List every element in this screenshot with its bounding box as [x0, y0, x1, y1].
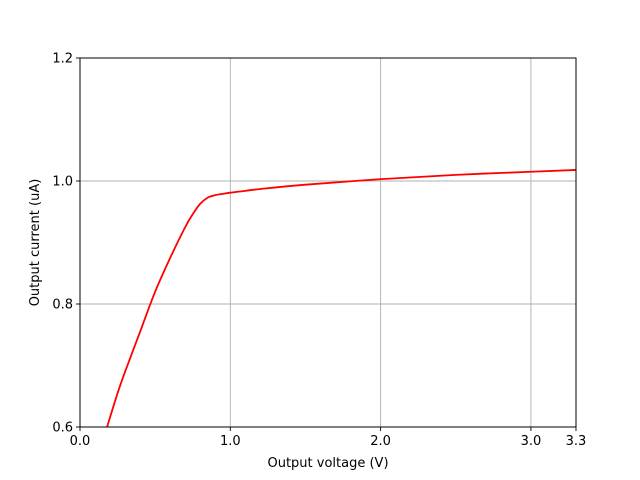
y-tick-label: 1.0	[52, 175, 73, 190]
y-axis: 0.6 0.8 1.0 1.2	[52, 52, 80, 436]
y-axis-label: Output current (uA)	[28, 179, 43, 307]
x-axis: 0.0 1.0 2.0 3.0 3.3	[70, 427, 587, 449]
y-tick-label: 0.6	[52, 421, 73, 436]
series-layer	[106, 169, 577, 428]
series-line	[106, 169, 577, 428]
x-tick-label: 2.0	[370, 434, 391, 449]
x-tick-label: 3.3	[566, 434, 587, 449]
y-tick-label: 1.2	[52, 52, 73, 67]
x-axis-label: Output voltage (V)	[267, 456, 388, 471]
plot-frame	[79, 57, 577, 428]
y-tick-label: 0.8	[52, 298, 73, 313]
plot-area	[80, 58, 576, 427]
x-tick-label: 3.0	[521, 434, 542, 449]
x-tick-label: 0.0	[70, 434, 91, 449]
x-tick-label: 1.0	[220, 434, 241, 449]
